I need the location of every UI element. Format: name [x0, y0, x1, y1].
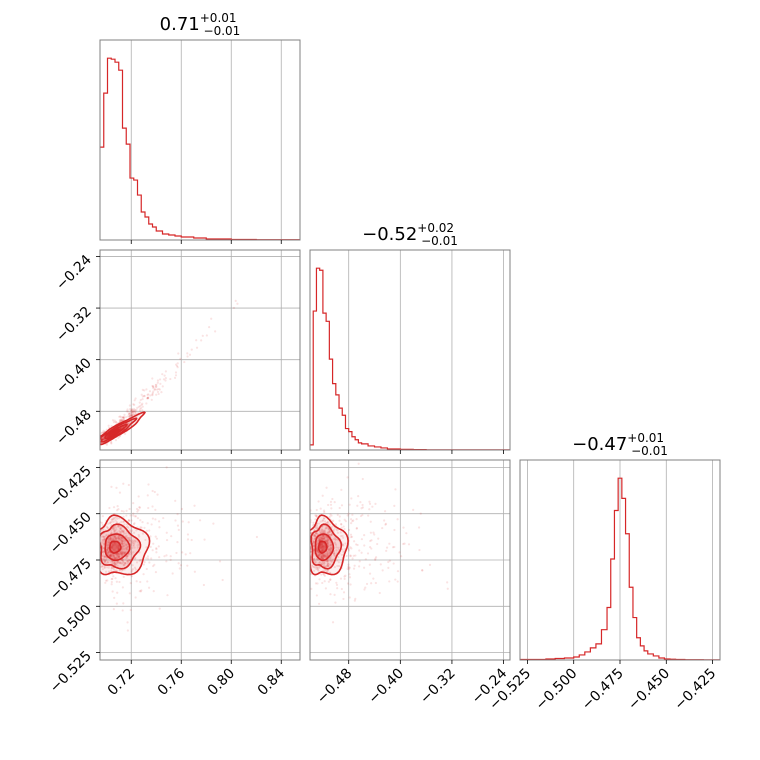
x-tick-label: −0.475	[579, 666, 627, 714]
panel-diag-1	[309, 249, 511, 451]
scatter-cloud	[100, 466, 259, 632]
x-tick-label: −0.425	[671, 666, 719, 714]
title-0-sup: +0.01	[200, 11, 237, 25]
y-tick-label: −0.48	[53, 407, 95, 449]
x-tick-label: 0.80	[205, 666, 238, 699]
y-tick-label: −0.500	[47, 602, 95, 650]
title-0-sub: −0.01	[204, 24, 241, 38]
histogram-param-1	[310, 267, 510, 451]
scatter-cloud	[310, 462, 449, 624]
histogram-param-2	[520, 477, 720, 661]
contour-level-2	[314, 533, 335, 562]
x-tick-label: 0.84	[255, 665, 288, 698]
title-param-0: 0.71+0.01 −0.01	[160, 11, 241, 38]
title-param-2: −0.47+0.01 −0.01	[572, 431, 668, 458]
x-tick-label: −0.450	[625, 666, 673, 714]
y-tick-label: −0.425	[47, 463, 95, 511]
contour-level-2	[104, 533, 131, 562]
panel-diag-0	[99, 39, 301, 241]
contour-level-3	[317, 540, 328, 554]
title-1-sup: +0.02	[417, 221, 454, 235]
title-1-sub: −0.01	[421, 234, 458, 248]
y-tick-label: −0.24	[53, 252, 95, 294]
x-tick-label: 0.72	[105, 666, 138, 699]
title-1-main: −0.52	[362, 224, 417, 245]
x-tick-label: −0.32	[417, 666, 459, 708]
scatter-cloud	[100, 299, 239, 446]
title-2-main: −0.47	[572, 434, 627, 455]
title-2-sub: −0.01	[631, 444, 668, 458]
x-tick-label: 0.76	[155, 665, 188, 698]
y-tick-label: −0.32	[53, 304, 95, 346]
x-tick-label: −0.48	[314, 666, 356, 708]
histogram-param-0	[100, 57, 300, 241]
title-2-sup: +0.01	[627, 431, 664, 445]
contour-level-3	[108, 428, 120, 437]
title-0-main: 0.71	[160, 14, 200, 35]
title-param-1: −0.52+0.02 −0.01	[362, 221, 458, 248]
x-tick-label: −0.40	[365, 666, 407, 708]
y-tick-label: −0.525	[47, 648, 95, 696]
panel-0-1	[99, 249, 301, 451]
y-tick-label: −0.475	[47, 556, 95, 604]
y-tick-label: −0.40	[53, 355, 95, 397]
y-tick-label: −0.450	[47, 509, 95, 557]
x-tick-label: −0.500	[533, 666, 581, 714]
panel-1-2	[309, 459, 511, 661]
contour-level-3	[109, 540, 122, 554]
